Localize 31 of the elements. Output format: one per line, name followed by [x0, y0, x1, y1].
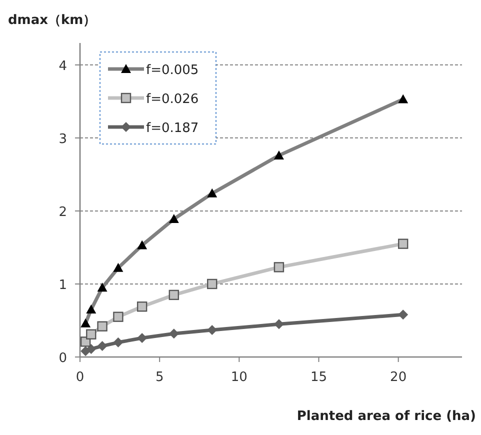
point [97, 341, 108, 352]
point [207, 278, 218, 290]
x-tick-label: 5 [155, 370, 164, 385]
point [398, 238, 408, 249]
y-tick-label: 0 [58, 351, 67, 366]
y-tick-label: 1 [58, 278, 67, 293]
point [113, 337, 124, 348]
y-tick-label: 4 [58, 58, 67, 74]
point [168, 328, 179, 339]
y-tick-label: 3 [58, 132, 67, 147]
legend-label: f=0.187 [146, 121, 199, 136]
point [113, 312, 124, 322]
point [168, 290, 180, 300]
y-axis-title: dmax（km） [8, 13, 96, 28]
point [86, 344, 96, 354]
point [86, 329, 96, 340]
x-tick-label: 10 [230, 370, 248, 385]
x-tick-label: 20 [390, 370, 407, 385]
legend-label: f=0.005 [146, 63, 199, 78]
point [398, 310, 408, 320]
point [97, 321, 108, 332]
y-tick-label: 2 [58, 204, 67, 220]
x-tick-label: 15 [310, 370, 328, 385]
point [207, 324, 218, 335]
point [274, 319, 284, 330]
x-axis-title: Planted area of rice (ha) [296, 409, 476, 424]
point [136, 302, 148, 312]
legend-label: f=0.026 [146, 92, 199, 107]
point [137, 333, 148, 344]
point [274, 262, 284, 272]
x-tick-label: 0 [76, 370, 84, 385]
